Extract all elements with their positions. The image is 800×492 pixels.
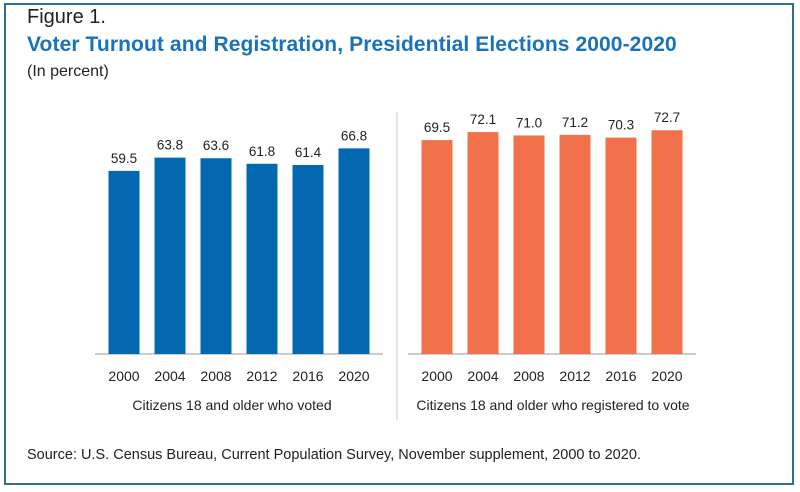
voted-bar-2004 [154,157,186,354]
registered-tick-label-2000: 2000 [421,368,452,384]
voted-bar-2012 [246,163,278,354]
registered-tick-label-2016: 2016 [605,368,636,384]
source-note: Source: U.S. Census Bureau, Current Popu… [27,447,641,463]
voted-value-label-2016: 61.4 [295,145,322,160]
voted-value-label-2020: 66.8 [341,128,367,143]
registered-group-label: Citizens 18 and older who registered to … [416,397,689,413]
registered-bar-2000 [421,140,453,354]
voted-bar-2020 [338,148,370,354]
voted-value-label-2008: 63.6 [203,138,229,153]
registered-bar-2020 [651,130,683,354]
chart-title: Voter Turnout and Registration, Presiden… [27,33,677,56]
voted-value-label-2012: 61.8 [249,144,275,159]
figure-label: Figure 1. [27,6,106,28]
voted-tick-label-2000: 2000 [108,368,139,384]
voted-value-label-2000: 59.5 [111,151,137,166]
voted-bar-2008 [200,158,232,354]
voted-bar-2000 [108,170,140,354]
voted-tick-label-2004: 2004 [154,368,185,384]
voted-tick-label-2016: 2016 [292,368,323,384]
registered-value-label-2020: 72.7 [654,110,680,125]
registered-tick-label-2008: 2008 [513,368,544,384]
registered-panel: 69.5 2000 72.1 2004 71.0 2008 71.2 2012 70.3 2016… [408,110,696,413]
voted-panel: 59.5 2000 63.8 2004 63.6 2008 61.8 2012 61.4 2016… [95,128,383,413]
registered-value-label-2012: 71.2 [562,115,588,130]
registered-tick-label-2012: 2012 [559,368,590,384]
registered-value-label-2016: 70.3 [608,118,634,133]
voted-tick-label-2008: 2008 [200,368,231,384]
voted-group-label: Citizens 18 and older who voted [132,397,331,413]
registered-value-label-2008: 71.0 [516,115,542,130]
registered-value-label-2000: 69.5 [424,120,450,135]
voted-tick-label-2020: 2020 [338,368,369,384]
chart-subtitle: (In percent) [27,63,109,80]
registered-tick-label-2020: 2020 [651,368,682,384]
registered-bar-2008 [513,135,545,354]
voted-bar-2016 [292,165,324,354]
registered-bar-2004 [467,132,499,354]
registered-bar-2016 [605,137,637,354]
voted-value-label-2004: 63.8 [157,138,183,153]
registered-bar-2012 [559,134,591,354]
registered-value-label-2004: 72.1 [470,112,496,127]
voted-tick-label-2012: 2012 [246,368,277,384]
registered-tick-label-2004: 2004 [467,368,498,384]
